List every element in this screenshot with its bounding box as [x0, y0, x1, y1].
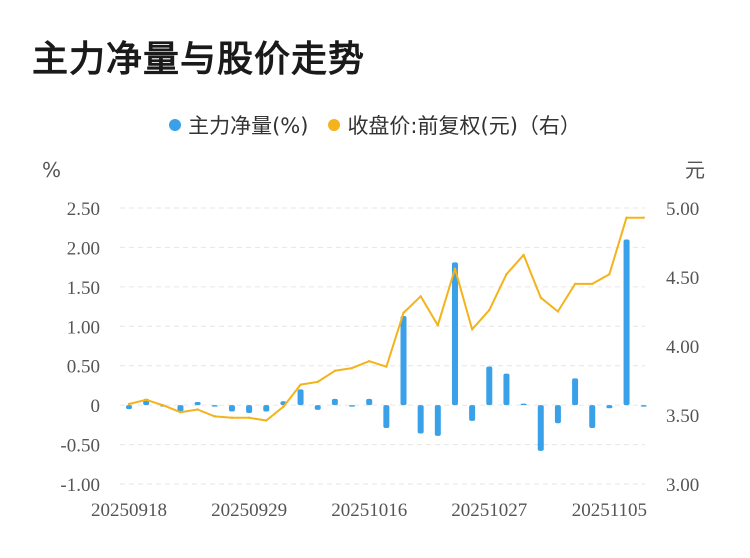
x-tick-label: 20250918: [91, 500, 167, 521]
chart-title: 主力净量与股价走势: [32, 39, 366, 80]
net-volume-bar[interactable]: [263, 405, 270, 412]
left-tick-label: 2.50: [67, 199, 100, 220]
close-price-line[interactable]: [128, 216, 644, 422]
net-volume-bar[interactable]: [520, 403, 527, 406]
close-price-point: [127, 402, 131, 406]
legend-label-net-volume: 主力净量(%): [188, 114, 309, 138]
close-price-point: [265, 419, 268, 422]
net-volume-bar[interactable]: [400, 316, 407, 406]
net-volume-bar[interactable]: [211, 405, 218, 407]
close-price-point: [162, 404, 165, 407]
net-volume-bar[interactable]: [331, 398, 338, 406]
net-volume-bar[interactable]: [451, 262, 458, 406]
close-price-point: [556, 310, 560, 313]
net-volume-bar[interactable]: [246, 405, 253, 414]
x-tick-label: 20251027: [451, 500, 527, 521]
close-price-point: [230, 416, 234, 419]
net-volume-bar[interactable]: [228, 405, 235, 412]
close-price-point: [505, 273, 508, 276]
close-price-point: [367, 359, 371, 363]
legend-label-close-price: 收盘价:前复权(元)（右）: [347, 114, 581, 138]
close-price-point: [333, 369, 337, 373]
net-volume-bar[interactable]: [640, 405, 647, 407]
left-tick-label: 2.00: [67, 238, 100, 259]
close-price-point: [213, 415, 216, 418]
net-volume-bar[interactable]: [314, 405, 321, 410]
left-tick-label: -0.50: [60, 436, 100, 457]
net-volume-bar[interactable]: [623, 239, 630, 406]
net-volume-bar[interactable]: [417, 405, 424, 434]
legend-dot-icon: [169, 119, 182, 131]
net-volume-bar[interactable]: [537, 405, 544, 451]
legend-dot-icon: [328, 119, 341, 131]
net-volume-bar[interactable]: [606, 405, 613, 409]
net-volume-bar[interactable]: [126, 405, 132, 410]
right-tick-label: 3.50: [666, 406, 699, 427]
close-price-point: [608, 273, 611, 276]
right-tick-label: 5.00: [666, 199, 699, 220]
close-price-point: [591, 282, 594, 286]
close-price-point: [573, 282, 577, 286]
close-price-point: [402, 311, 405, 315]
legend-item-close-price[interactable]: 收盘价:前复权(元)（右）: [328, 110, 581, 140]
net-volume-bar[interactable]: [177, 405, 184, 412]
close-price-point: [247, 416, 251, 419]
close-price-point: [453, 267, 457, 270]
net-volume-bar[interactable]: [469, 405, 476, 421]
close-price-point: [419, 295, 422, 298]
close-price-point: [522, 253, 525, 257]
net-volume-bar[interactable]: [383, 405, 390, 429]
close-price-point: [385, 365, 388, 368]
close-price-point: [196, 408, 199, 411]
right-tick-label: 4.50: [666, 268, 699, 289]
right-axis-unit: 元: [685, 158, 705, 182]
left-tick-label: 1.50: [67, 278, 100, 299]
close-price-point: [488, 308, 491, 312]
close-price-point: [282, 405, 285, 408]
x-tick-label: 20250929: [211, 500, 287, 521]
close-price-point: [470, 328, 474, 331]
x-tick-label: 20251016: [331, 500, 407, 521]
close-price-point: [299, 383, 302, 386]
net-volume-bar[interactable]: [434, 405, 441, 436]
net-volume-bar[interactable]: [554, 405, 561, 424]
close-price-point: [144, 398, 148, 402]
net-volume-bar[interactable]: [194, 401, 201, 406]
close-price-point: [625, 216, 628, 219]
net-volume-bar[interactable]: [572, 378, 579, 406]
close-price-point: [436, 324, 440, 327]
net-volume-bar[interactable]: [349, 405, 356, 407]
legend: 主力净量(%) 收盘价:前复权(元)（右）: [0, 110, 750, 140]
right-tick-label: 4.00: [666, 337, 699, 358]
net-volume-bar[interactable]: [366, 398, 373, 406]
close-price-point: [642, 216, 645, 219]
left-tick-label: -1.00: [60, 475, 100, 496]
left-axis-unit: %: [42, 158, 61, 182]
x-tick-label: 20251105: [572, 500, 647, 521]
right-tick-label: 3.00: [666, 475, 699, 496]
close-price-point: [316, 380, 319, 384]
close-price-point: [539, 296, 542, 299]
net-volume-bar[interactable]: [297, 389, 304, 406]
left-tick-label: 1.00: [67, 317, 100, 338]
net-volume-bar[interactable]: [486, 366, 493, 406]
close-price-point: [179, 411, 182, 414]
close-price-point: [350, 366, 354, 370]
left-tick-label: 0.50: [67, 357, 100, 378]
net-volume-bar[interactable]: [589, 405, 596, 429]
left-tick-label: 0: [91, 396, 101, 417]
net-volume-bar[interactable]: [503, 373, 510, 406]
legend-item-net-volume[interactable]: 主力净量(%): [169, 110, 308, 140]
